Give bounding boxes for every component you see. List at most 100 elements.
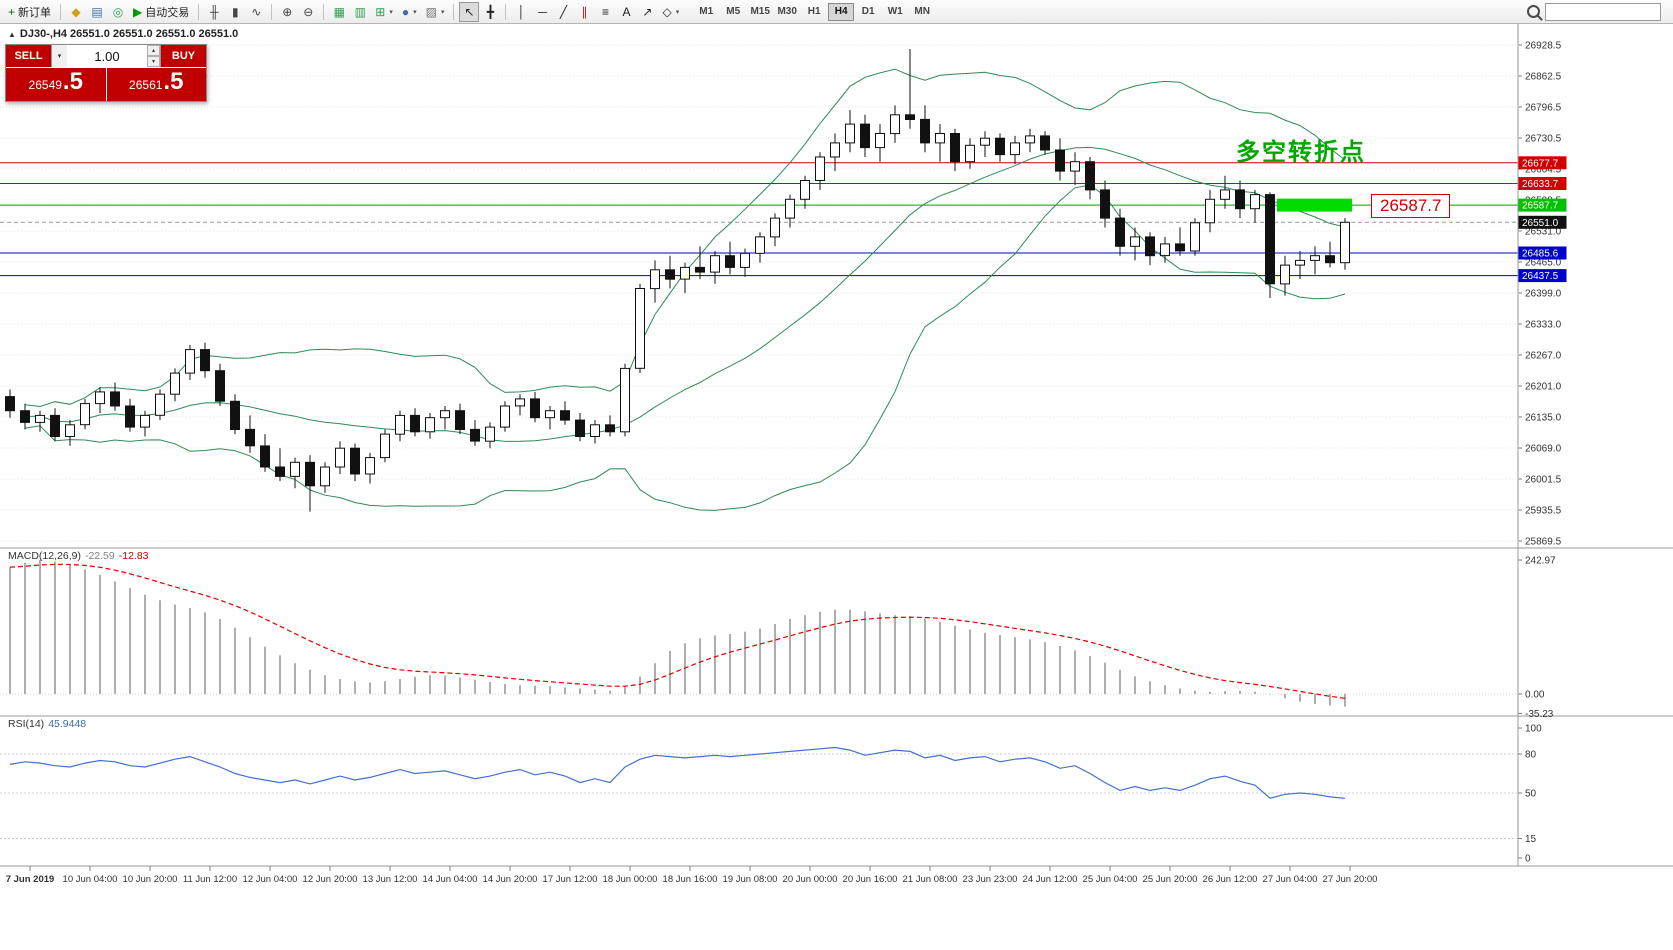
- sell-price[interactable]: 26549.5: [6, 68, 106, 101]
- navigator-button[interactable]: ◎: [108, 2, 128, 22]
- candle: [230, 394, 240, 435]
- price-tick-label: 26730.5: [1525, 134, 1562, 145]
- timeframe-h1-button[interactable]: H1: [801, 3, 827, 21]
- crosshair-button[interactable]: ╋: [480, 2, 500, 22]
- search-input[interactable]: [1545, 2, 1661, 21]
- zoom-in-button[interactable]: ⊕: [277, 2, 297, 22]
- timeframe-mn-button[interactable]: MN: [909, 3, 935, 21]
- tile-windows-button[interactable]: ▦: [329, 2, 349, 22]
- buy-button[interactable]: BUY: [161, 45, 206, 67]
- candle: [1235, 180, 1245, 219]
- price-tick-label: 26862.5: [1525, 72, 1562, 83]
- candle: [530, 391, 540, 423]
- price-tick-label: 26399.0: [1525, 289, 1562, 300]
- price-tick-label: 25869.5: [1525, 537, 1562, 548]
- cursor-button[interactable]: ↖: [459, 1, 480, 22]
- arrows-button[interactable]: ↗: [637, 2, 657, 22]
- candle: [560, 401, 570, 425]
- timeframe-d1-button[interactable]: D1: [855, 3, 881, 21]
- candle: [395, 410, 405, 442]
- equidistant-channel-button[interactable]: ∥: [574, 2, 594, 22]
- timeframe-m1-button[interactable]: M1: [693, 3, 719, 21]
- cascade-windows-icon: ▥: [354, 4, 366, 19]
- macd-axis-label: 242.97: [1525, 556, 1556, 567]
- candle: [620, 363, 630, 437]
- zoom-out-button[interactable]: ⊖: [298, 2, 318, 22]
- buy-price[interactable]: 26561.5: [106, 68, 206, 101]
- time-label: 12 Jun 04:00: [243, 874, 298, 885]
- candle: [1115, 208, 1125, 256]
- candle: [335, 441, 345, 475]
- candle: [275, 448, 285, 482]
- candle: [350, 443, 360, 482]
- rsi-name: RSI(14): [8, 718, 45, 730]
- market-watch-button[interactable]: ◆: [66, 2, 86, 22]
- data-window-icon: ▤: [91, 4, 103, 19]
- crosshair-icon: ╋: [486, 4, 495, 19]
- sell-button[interactable]: SELL: [6, 45, 51, 67]
- candle: [800, 175, 810, 209]
- one-click-trading-panel: SELL ▾ ▴ ▾ BUY 26549.5 26561.5: [5, 44, 207, 102]
- candle: [695, 246, 705, 280]
- bar-chart-button[interactable]: ╫: [204, 2, 224, 22]
- timeframe-m30-button[interactable]: M30: [774, 3, 800, 21]
- candle: [455, 403, 465, 435]
- timeframe-m15-button[interactable]: M15: [747, 3, 773, 21]
- data-window-button[interactable]: ▤: [87, 2, 107, 22]
- volume-increase-button[interactable]: ▴: [147, 45, 160, 56]
- text-button[interactable]: A: [616, 2, 636, 22]
- toolbar-separator: [323, 3, 325, 20]
- vertical-line-button[interactable]: │: [511, 2, 531, 22]
- templates-button[interactable]: ▨ ▾: [422, 2, 449, 22]
- volume-presets-dropdown-icon[interactable]: ▾: [52, 45, 67, 67]
- buy-price-prefix: 26561: [129, 78, 163, 92]
- timeframe-h4-button[interactable]: H4: [828, 2, 855, 21]
- candlestick-chart-button[interactable]: ▮: [225, 2, 245, 22]
- candle: [1160, 236, 1170, 263]
- volume-input[interactable]: [67, 45, 147, 67]
- sell-price-big-digits: .5: [62, 68, 83, 95]
- toolbar-separator: [198, 3, 200, 20]
- toolbar-separator: [271, 3, 273, 20]
- candle: [1325, 241, 1335, 268]
- bar-chart-icon: ╫: [209, 4, 219, 19]
- horizontal-line-button[interactable]: ─: [532, 2, 552, 22]
- candle: [5, 389, 15, 418]
- chart-canvas[interactable]: 26928.526862.526796.526730.526664.526598…: [0, 24, 1673, 950]
- volume-stepper: ▴ ▾: [147, 45, 160, 67]
- rsi-axis-label: 15: [1525, 834, 1537, 845]
- candle: [1100, 180, 1110, 228]
- candle: [1310, 246, 1320, 275]
- candle: [1340, 218, 1350, 270]
- cursor-icon: ↖: [464, 4, 475, 19]
- candle: [470, 420, 480, 446]
- one-click-collapse-icon[interactable]: ▲: [8, 29, 16, 39]
- price-tick-label: 26465.0: [1525, 258, 1562, 269]
- candle: [590, 420, 600, 444]
- volume-decrease-button[interactable]: ▾: [147, 56, 160, 67]
- candle: [20, 403, 30, 430]
- text-icon: A: [622, 4, 631, 19]
- shapes-button[interactable]: ◇ ▾: [658, 2, 683, 22]
- new-order-button[interactable]: + 新订单: [4, 2, 55, 22]
- cascade-windows-button[interactable]: ▥: [350, 2, 370, 22]
- time-label: 27 Jun 20:00: [1323, 874, 1378, 885]
- macd-signal-value: -12.83: [118, 550, 149, 562]
- trendline-button[interactable]: ╱: [553, 2, 573, 22]
- candle: [1070, 152, 1080, 186]
- profiles-button[interactable]: ● ▾: [398, 2, 421, 22]
- candle: [920, 105, 930, 153]
- time-label: 27 Jun 04:00: [1263, 874, 1318, 885]
- candle: [365, 452, 375, 484]
- line-chart-button[interactable]: ∿: [246, 2, 266, 22]
- candle: [755, 232, 765, 263]
- candle: [305, 455, 315, 512]
- candle: [545, 406, 555, 430]
- new-chart-button[interactable]: ⊞ ▾: [371, 2, 397, 22]
- timeframe-m5-button[interactable]: M5: [720, 3, 746, 21]
- timeframe-w1-button[interactable]: W1: [882, 3, 908, 21]
- fibonacci-button[interactable]: ≡: [595, 2, 615, 22]
- svg-text:26437.5: 26437.5: [1522, 271, 1559, 282]
- auto-trading-button[interactable]: ▶ 自动交易: [129, 2, 193, 22]
- candle: [200, 342, 210, 378]
